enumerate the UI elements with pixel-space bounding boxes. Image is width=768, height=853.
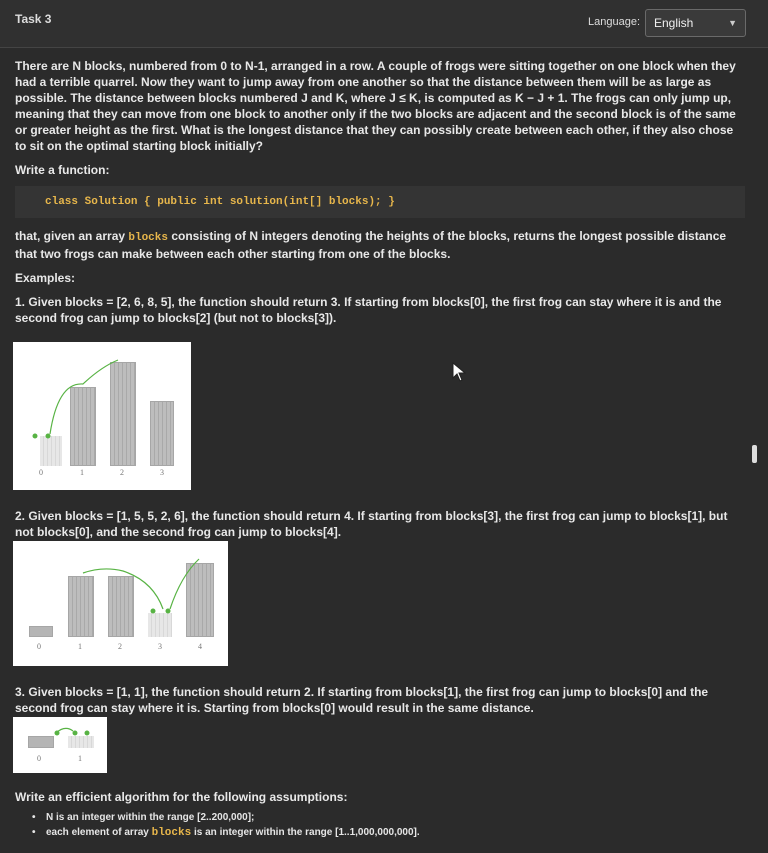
example-1-figure: 0 1 2 3 [13,342,191,490]
fig2-label-1: 1 [78,642,82,651]
fig1-label-1: 1 [80,468,84,477]
intro-paragraph: There are N blocks, numbered from 0 to N… [15,59,736,153]
example-3-figure: 0 1 [13,717,107,773]
assumption-text-pre: each element of array [46,827,152,838]
task-title: Task 3 [15,12,52,26]
assumption-text-post: is an integer within the range [1..1,000… [191,827,420,838]
scrollbar-thumb[interactable] [752,445,757,463]
top-bar: Task 3 Language: English ▼ [0,0,768,48]
fig1-label-0: 0 [39,468,43,477]
fig2-label-3: 3 [158,642,162,651]
fig2-label-2: 2 [118,642,122,651]
efficient-label: Write an efficient algorithm for the fol… [15,790,348,804]
function-signature: class Solution { public int solution(int… [15,186,745,218]
example-2-block: 2. Given blocks = [1, 5, 5, 2, 6], the f… [15,508,745,540]
assumptions-list: N is an integer within the range [2..200… [32,810,420,841]
given-text-post: consisting of N integers denoting the he… [15,229,727,261]
blocks-code: blocks [151,827,192,839]
examples-label: Examples: [15,271,76,285]
efficient-block: Write an efficient algorithm for the fol… [15,789,745,805]
chevron-down-icon: ▼ [728,18,737,28]
fig3-label-0: 0 [37,754,41,763]
fig2-label-0: 0 [37,642,41,651]
assumption-item: each element of array blocks is an integ… [32,825,420,841]
assumption-item: N is an integer within the range [2..200… [32,810,420,825]
language-label: Language: [588,16,640,28]
example-2-figure: 0 1 2 3 4 [13,541,228,666]
example-3-block: 3. Given blocks = [1, 1], the function s… [15,684,745,716]
example-2-text: 2. Given blocks = [1, 5, 5, 2, 6], the f… [15,509,728,539]
given-text-pre: that, given an array [15,229,129,243]
fig2-label-4: 4 [198,642,202,651]
language-select[interactable]: English ▼ [645,9,746,37]
mouse-cursor-icon [452,362,466,382]
example-1-text: 1. Given blocks = [2, 6, 8, 5], the func… [15,295,722,325]
given-paragraph: that, given an array blocks consisting o… [15,228,745,262]
write-function-label: Write a function: [15,163,110,177]
language-value: English [654,16,694,30]
example-3-text: 3. Given blocks = [1, 1], the function s… [15,685,709,715]
fig1-label-3: 3 [160,468,164,477]
fig3-label-1: 1 [78,754,82,763]
fig1-label-2: 2 [120,468,124,477]
blocks-code: blocks [128,232,168,244]
task-description: There are N blocks, numbered from 0 to N… [15,58,745,326]
